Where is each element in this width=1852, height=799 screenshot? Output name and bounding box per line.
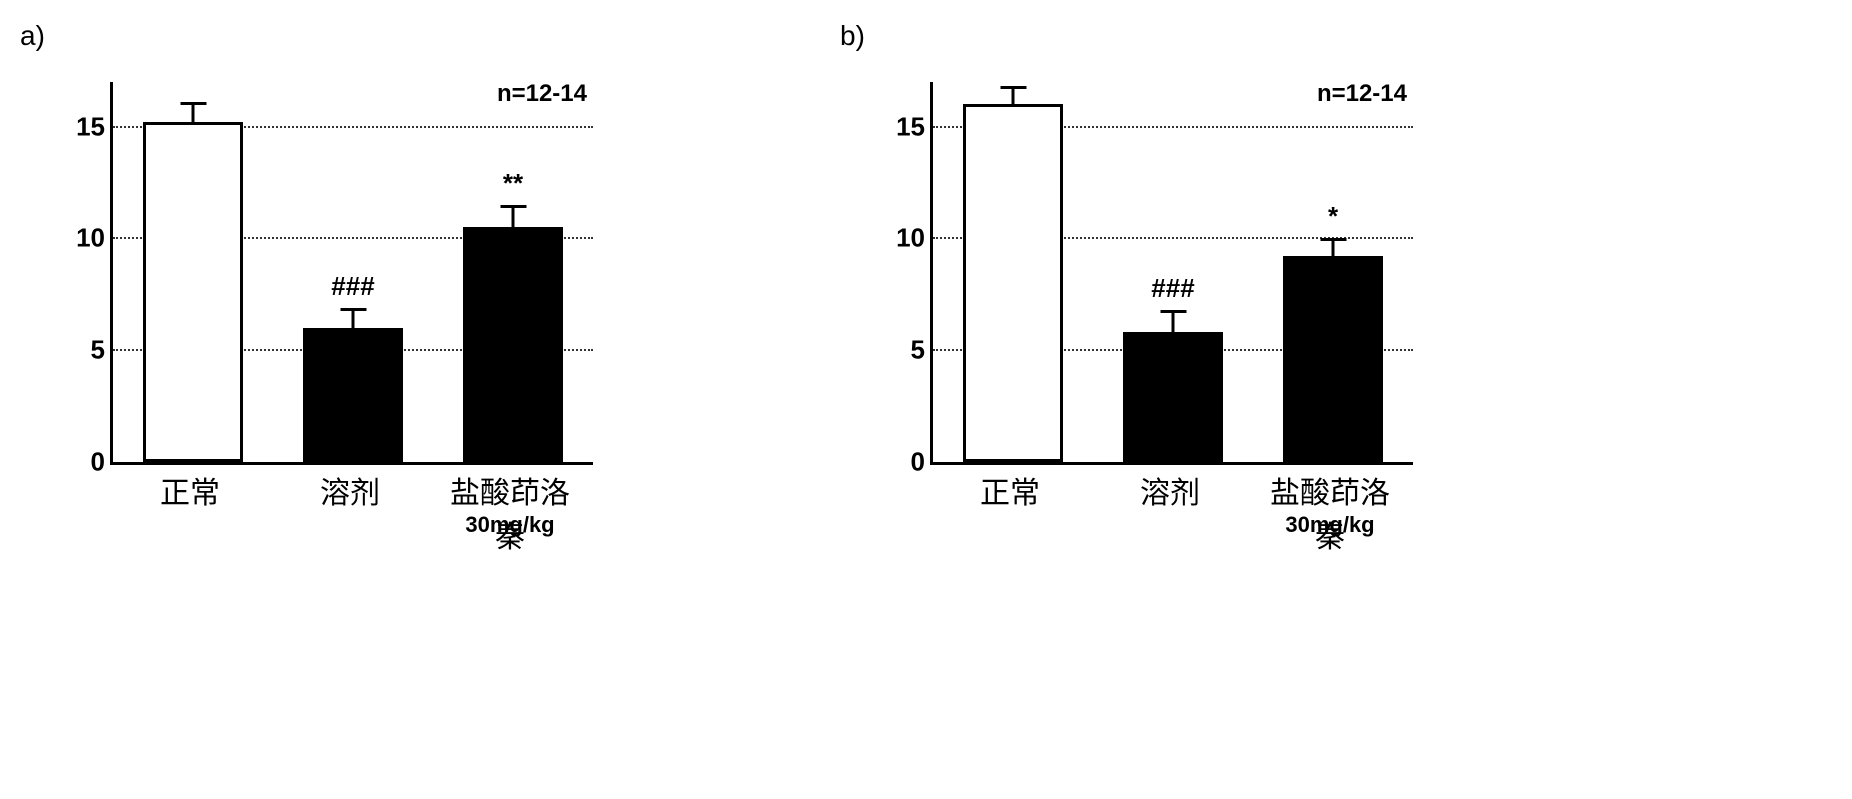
y-tick-label: 15 (76, 111, 113, 142)
dose-row-a: 30mg/kg (110, 512, 590, 538)
significance-marker: ### (1151, 273, 1194, 304)
error-cap (1000, 86, 1026, 89)
bar (1123, 332, 1223, 462)
bar-group: ** (463, 227, 563, 462)
y-tick-label: 10 (76, 223, 113, 254)
bars: ### ** (113, 82, 593, 462)
dose-label (120, 512, 260, 538)
panel-a: a) n=12-14 051015###** 正常溶剂盐酸茚洛秦 30mg/kg (20, 20, 640, 542)
significance-marker: ** (503, 168, 523, 199)
significance-marker: ### (331, 271, 374, 302)
bar (1283, 256, 1383, 462)
bar (963, 104, 1063, 462)
error-bar (512, 205, 515, 227)
dose-label (940, 512, 1080, 538)
dose-label: 30mg/kg (440, 512, 580, 538)
bars: ### * (933, 82, 1413, 462)
dose-row-b: 30mg/kg (930, 512, 1410, 538)
plot-area-a: n=12-14 051015###** (110, 82, 593, 465)
panel-b: b) n=12-14 051015###* 正常溶剂盐酸茚洛秦 30mg/kg (840, 20, 1460, 542)
y-tick-label: 5 (911, 335, 933, 366)
error-cap (500, 205, 526, 208)
bar (463, 227, 563, 462)
error-bar (1172, 310, 1175, 332)
error-bar (352, 308, 355, 328)
y-tick-label: 15 (896, 111, 933, 142)
bar-group: ### (303, 328, 403, 462)
dose-label (1100, 512, 1240, 538)
chart-b: n=12-14 051015###* 正常溶剂盐酸茚洛秦 30mg/kg (880, 62, 1440, 542)
panel-label-b: b) (840, 20, 1460, 52)
y-tick-label: 10 (896, 223, 933, 254)
error-bar (1332, 238, 1335, 256)
bar-group: ### (1123, 332, 1223, 462)
chart-a: n=12-14 051015###** 正常溶剂盐酸茚洛秦 30mg/kg (60, 62, 620, 542)
panel-label-a: a) (20, 20, 640, 52)
error-bar (1012, 86, 1015, 104)
error-cap (180, 102, 206, 105)
bar (303, 328, 403, 462)
bar-group: * (1283, 256, 1383, 462)
y-tick-label: 5 (91, 335, 113, 366)
dose-label: 30mg/kg (1260, 512, 1400, 538)
significance-marker: * (1328, 201, 1338, 232)
error-bar (192, 102, 195, 122)
bar (143, 122, 243, 462)
error-cap (340, 308, 366, 311)
bar-group (143, 122, 243, 462)
error-cap (1320, 238, 1346, 241)
bar-group (963, 104, 1063, 462)
dose-label (280, 512, 420, 538)
error-cap (1160, 310, 1186, 313)
plot-area-b: n=12-14 051015###* (930, 82, 1413, 465)
